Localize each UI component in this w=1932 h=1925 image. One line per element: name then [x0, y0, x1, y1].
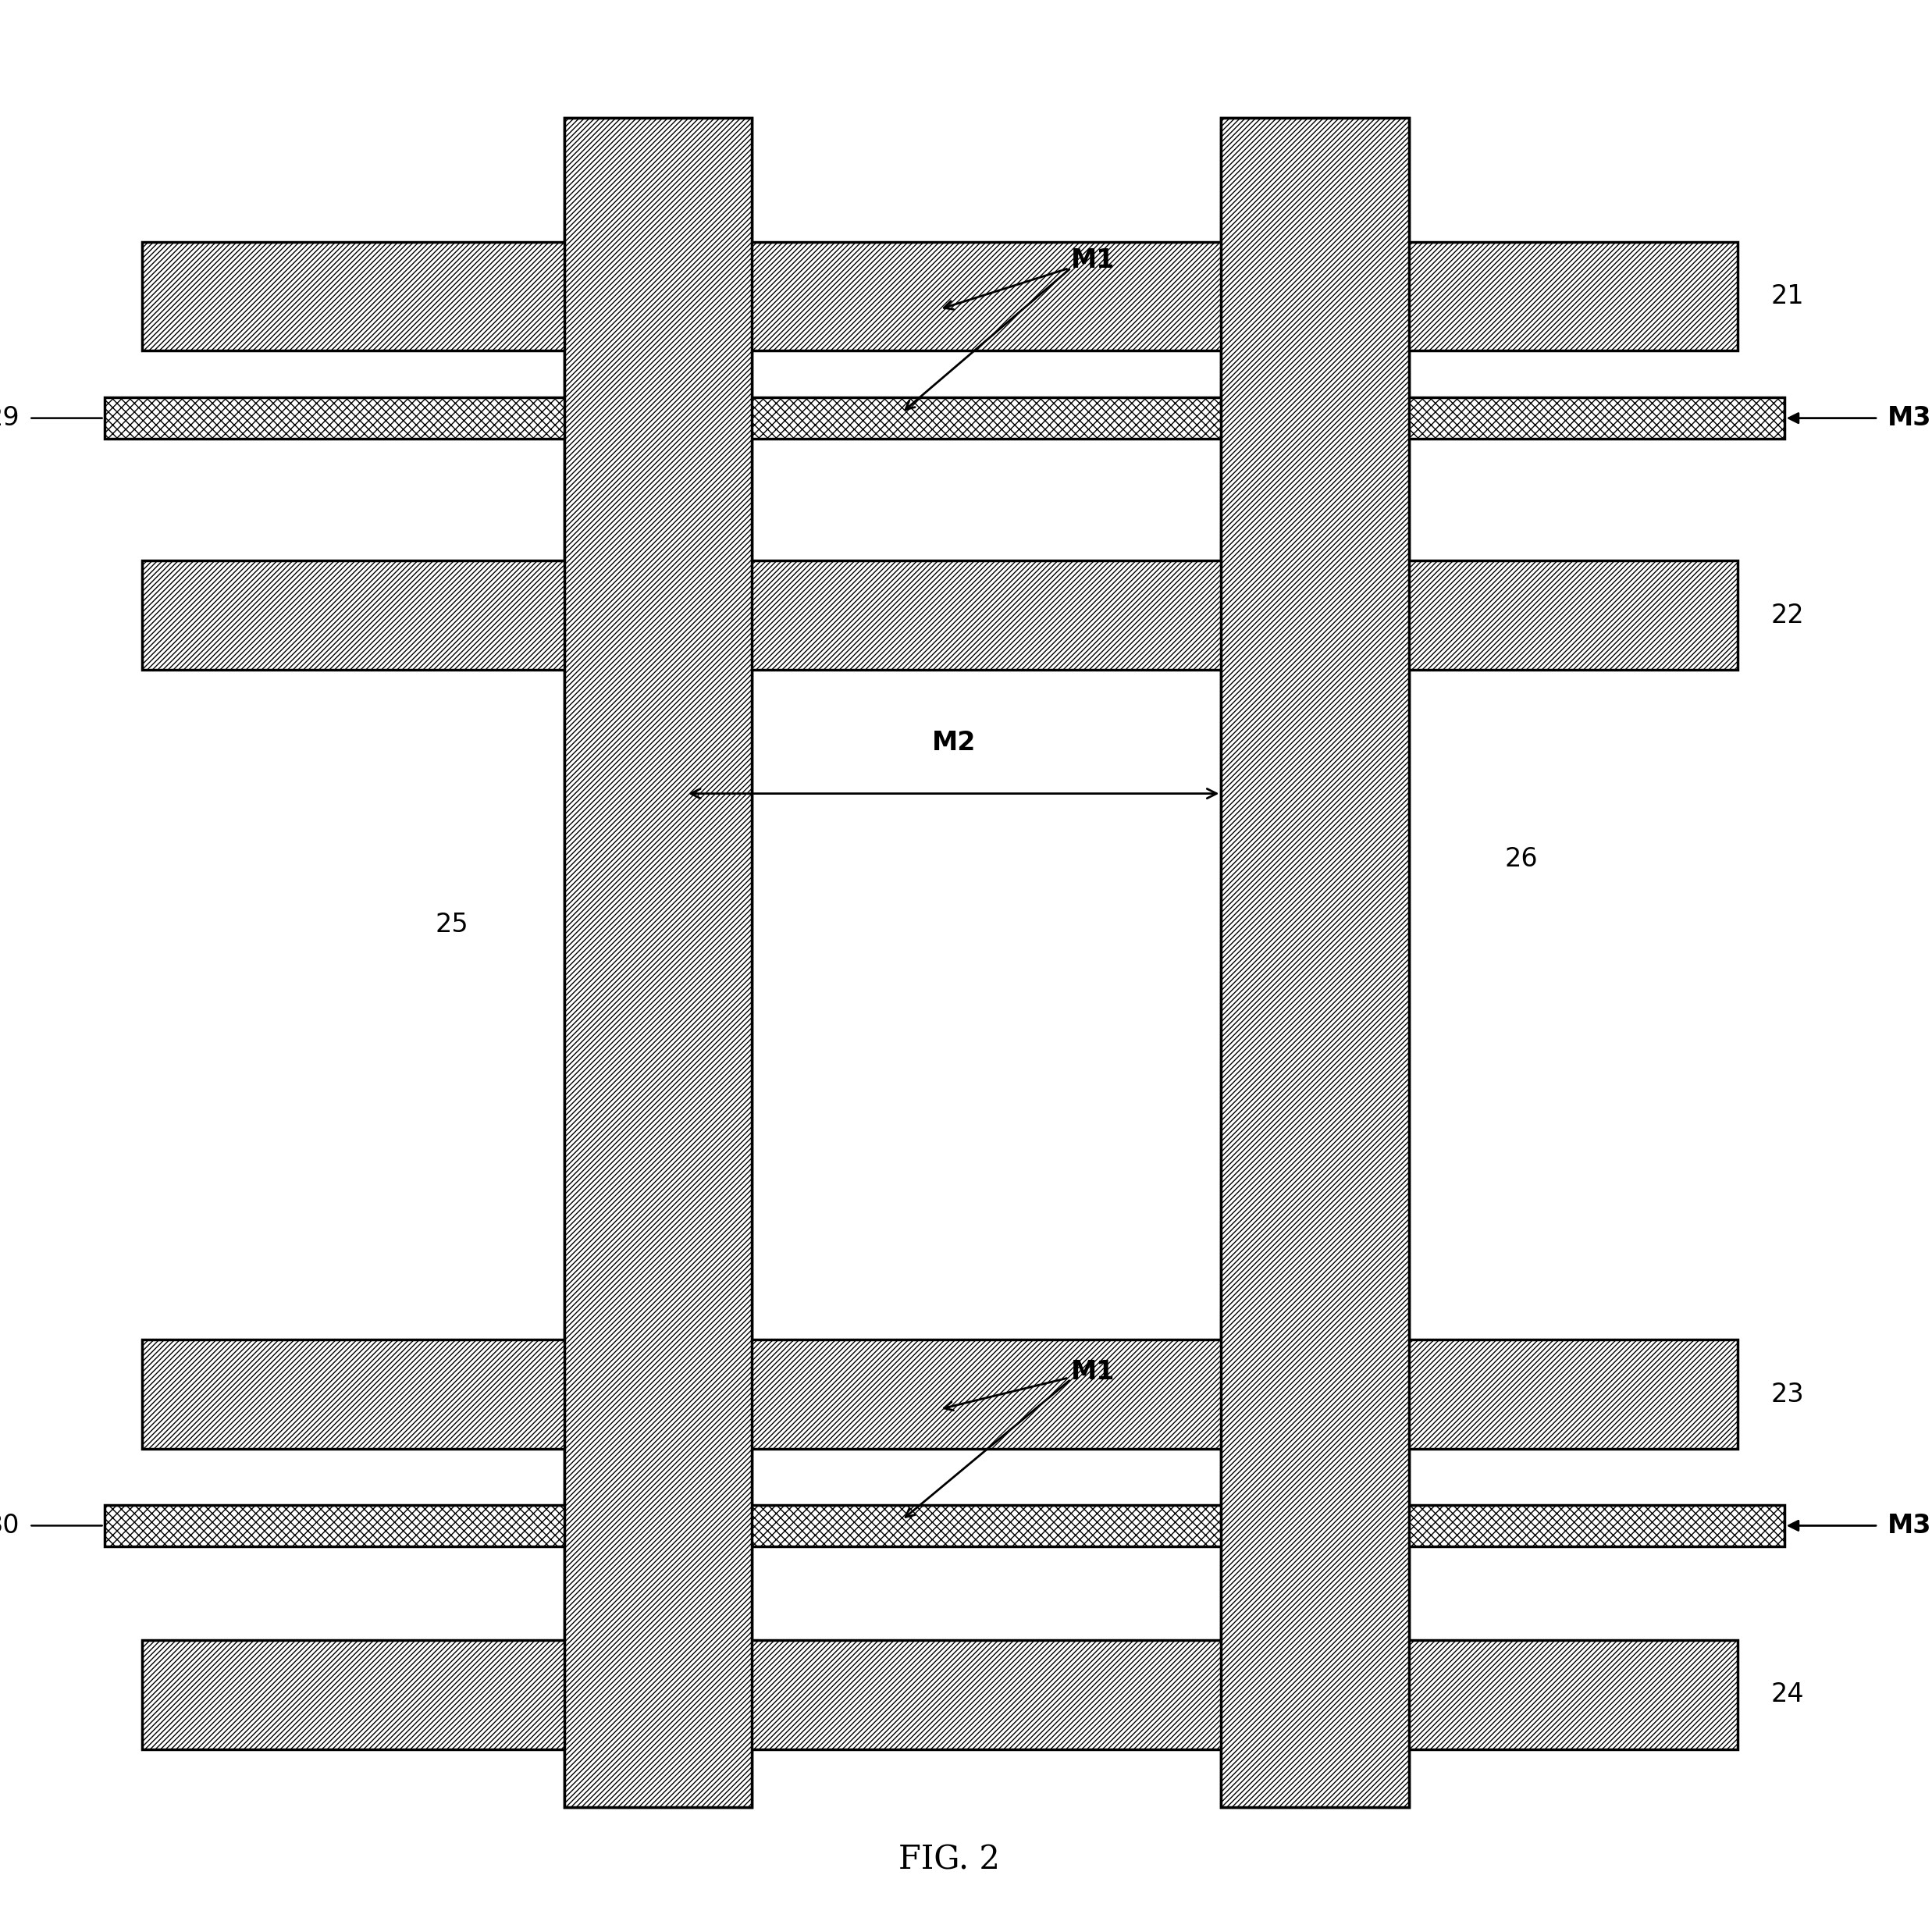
Text: 23: 23	[1772, 1382, 1804, 1407]
Bar	[141, 243, 1737, 350]
Bar	[141, 1640, 1737, 1750]
Text: M1: M1	[945, 1359, 1115, 1411]
Text: 30: 30	[0, 1513, 19, 1538]
Bar	[1221, 117, 1408, 1808]
Bar	[104, 397, 1785, 439]
Text: M3: M3	[1888, 1513, 1932, 1538]
Bar	[564, 117, 752, 1808]
Bar	[1221, 117, 1408, 1808]
Text: 21: 21	[1772, 283, 1804, 310]
Text: M1: M1	[945, 248, 1115, 310]
Text: 26: 26	[1505, 847, 1538, 872]
Bar	[564, 117, 752, 1808]
Text: 24: 24	[1772, 1682, 1804, 1707]
Text: 22: 22	[1772, 603, 1804, 628]
Text: 25: 25	[435, 912, 468, 937]
Bar	[141, 560, 1737, 670]
Text: 29: 29	[0, 406, 19, 431]
Bar	[141, 1340, 1737, 1450]
Bar	[104, 1505, 1785, 1546]
Text: FIG. 2: FIG. 2	[898, 1844, 999, 1877]
Text: M3: M3	[1888, 406, 1932, 431]
Text: M2: M2	[931, 730, 976, 757]
